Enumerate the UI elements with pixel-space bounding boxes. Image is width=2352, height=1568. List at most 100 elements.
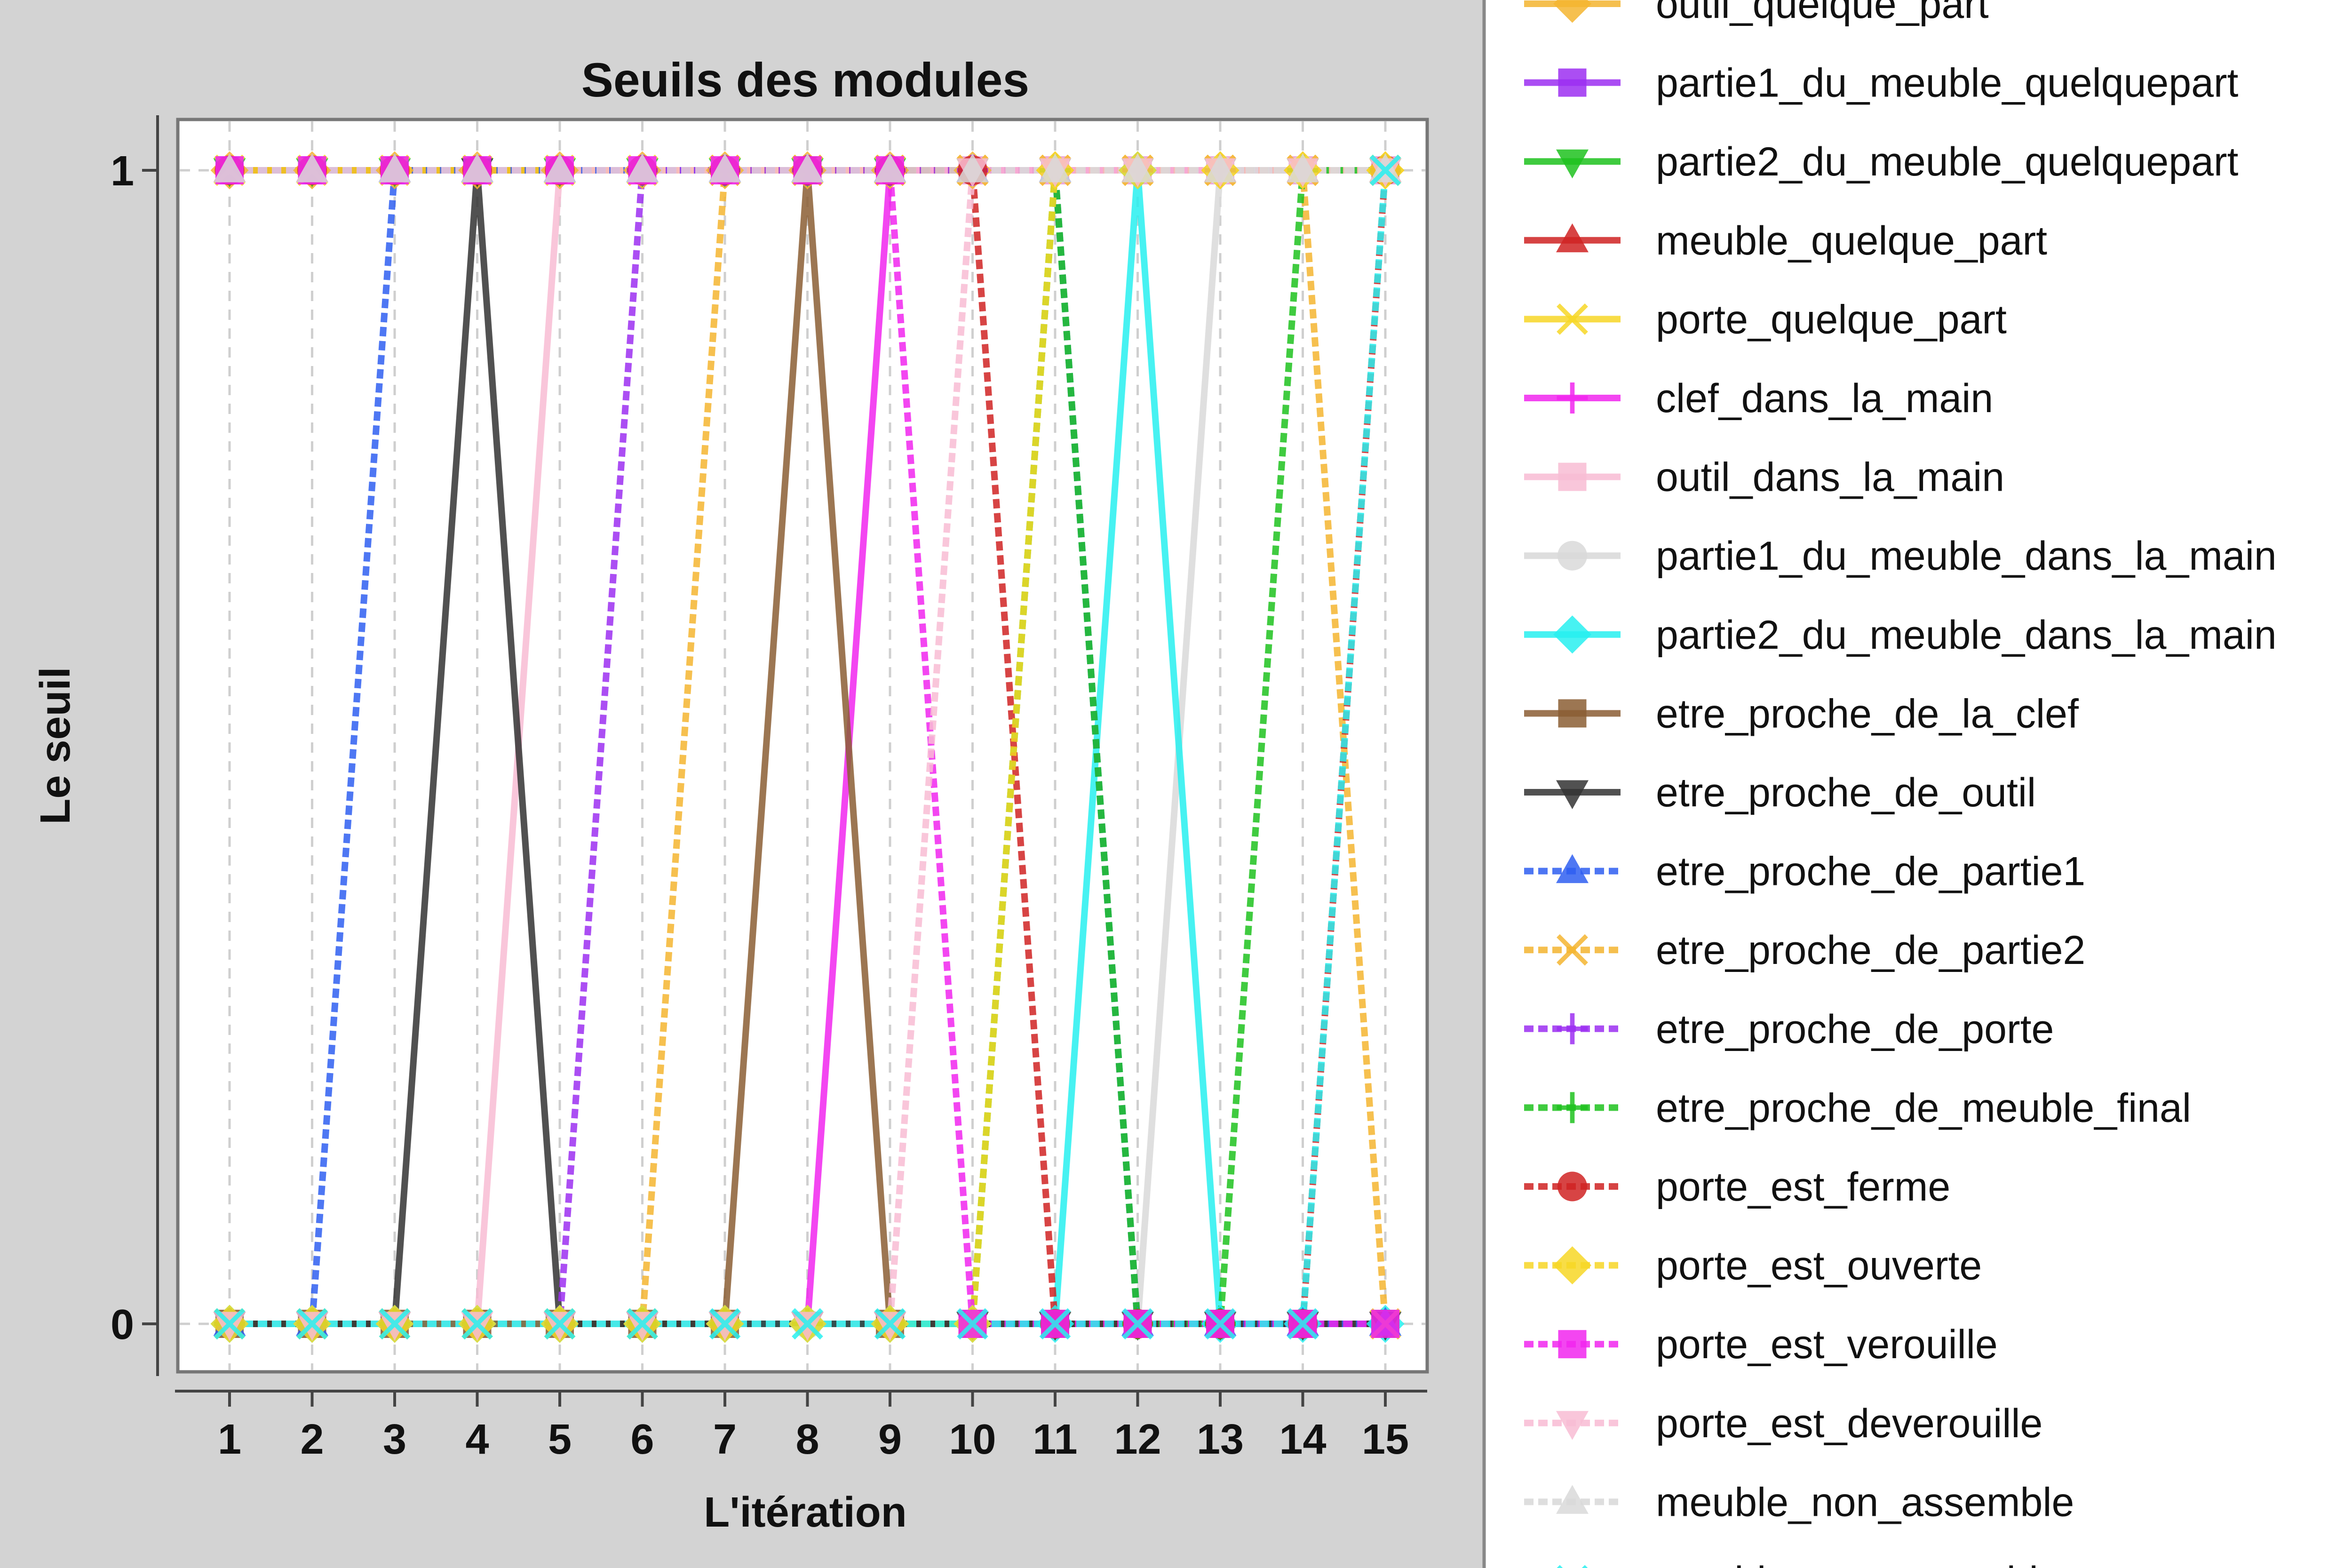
legend-label: porte_est_deverouille: [1656, 1401, 2042, 1446]
legend-marker: [1558, 68, 1587, 97]
data-point: [1122, 1308, 1153, 1340]
legend-item: etre_proche_de_partie2: [1524, 928, 2085, 973]
data-point: [461, 1308, 493, 1340]
data-point: [1369, 154, 1401, 186]
legend-label: meuble_est_assemble: [1656, 1559, 2061, 1568]
legend-label: outil_quelque_part: [1656, 0, 1989, 27]
data-point: [708, 153, 741, 183]
legend-label: porte_quelque_part: [1656, 297, 2007, 342]
x-tick-label: 12: [1114, 1416, 1161, 1463]
legend-label: etre_proche_de_porte: [1656, 1007, 2054, 1052]
data-point: [957, 1308, 988, 1340]
legend-item: porte_est_deverouille: [1524, 1401, 2042, 1446]
x-tick-label: 15: [1362, 1416, 1409, 1463]
data-point: [1039, 1308, 1071, 1340]
legend-item: partie2_du_meuble_quelquepart: [1524, 139, 2239, 184]
legend-marker: [1553, 615, 1591, 654]
legend-item: etre_proche_de_meuble_final: [1524, 1085, 2191, 1130]
legend-item: partie1_du_meuble_dans_la_main: [1524, 533, 2277, 579]
legend-marker: [1558, 462, 1587, 491]
legend-label: etre_proche_de_outil: [1656, 770, 2036, 815]
legend-marker: [1557, 1013, 1588, 1044]
legend-label: porte_est_verouille: [1656, 1322, 1998, 1367]
legend-item: porte_est_verouille: [1524, 1322, 1998, 1367]
legend-item: meuble_quelque_part: [1524, 218, 2047, 263]
axes: 1 2 3 4 5 6 7 8 9 10 11 12 13 14 15 01: [111, 115, 1427, 1463]
data-point: [1204, 1308, 1236, 1340]
legend-item: meuble_non_assemble: [1524, 1480, 2074, 1525]
data-point: [626, 153, 659, 183]
legend-marker: [1557, 934, 1588, 966]
legend-label: etre_proche_de_la_clef: [1656, 691, 2079, 736]
x-tick-label: 3: [383, 1416, 406, 1463]
x-axis-title: L'itération: [704, 1489, 906, 1536]
x-tick-label: 9: [878, 1416, 902, 1463]
legend-label: outil_dans_la_main: [1656, 455, 2004, 500]
legend-item: porte_quelque_part: [1524, 297, 2007, 342]
legend-item: outil_dans_la_main: [1524, 455, 2004, 500]
legend-box: [1482, 0, 2352, 1568]
y-tick-label: 0: [111, 1301, 134, 1348]
data-point: [627, 1308, 658, 1340]
plot-background: [176, 118, 1429, 1374]
data-point: [296, 1308, 328, 1340]
legend-label: partie2_du_meuble_quelquepart: [1656, 139, 2239, 184]
legend-marker: [1557, 303, 1588, 335]
legend-item: clef_dans_la_main: [1524, 376, 1993, 421]
legend-marker: [1557, 541, 1587, 571]
data-point: [296, 153, 328, 183]
legend-item: outil_quelque_part: [1524, 0, 1989, 27]
series-line: [230, 170, 1389, 1327]
data-point: [874, 153, 906, 183]
data-point: [1039, 153, 1072, 183]
legend-marker: [1556, 1485, 1589, 1514]
legend: outil_quelque_part partie1_du_meuble_quel…: [1482, 0, 2352, 1568]
legend-marker: [1556, 1411, 1589, 1440]
plot-area: [176, 118, 1429, 1374]
x-tick-label: 6: [630, 1416, 654, 1463]
legend-marker: [1553, 1246, 1591, 1285]
legend-item: etre_proche_de_la_clef: [1524, 691, 2079, 736]
data-point: [1371, 1310, 1399, 1338]
x-tick-label: 8: [795, 1416, 819, 1463]
y-axis-title: Le seuil: [32, 667, 79, 824]
x-ticks: 1 2 3 4 5 6 7 8 9 10 11 12 13 14 15: [218, 1391, 1409, 1463]
chart-title: Seuils des modules: [581, 53, 1029, 107]
legend-marker: [1558, 699, 1587, 728]
data-point: [1204, 153, 1237, 183]
data-point: [544, 1308, 576, 1340]
x-tick-label: 10: [949, 1416, 996, 1463]
legend-marker: [1556, 854, 1589, 883]
x-tick-label: 1: [218, 1416, 241, 1463]
data-point: [214, 1308, 246, 1340]
data-point: [461, 153, 493, 183]
legend-marker: [1557, 382, 1588, 414]
legend-item: partie1_du_meuble_quelquepart: [1524, 61, 2239, 106]
legend-marker: [1557, 1171, 1587, 1202]
data-point: [378, 153, 411, 183]
legend-item: porte_est_ferme: [1524, 1164, 1950, 1210]
x-tick-label: 7: [713, 1416, 737, 1463]
legend-item: meuble_est_assemble: [1557, 1559, 2061, 1568]
x-tick-label: 13: [1197, 1416, 1244, 1463]
data-point: [874, 1308, 906, 1340]
legend-label: clef_dans_la_main: [1656, 376, 1993, 421]
legend-item: partie2_du_meuble_dans_la_main: [1524, 613, 2277, 658]
legend-item: etre_proche_de_outil: [1524, 770, 2036, 815]
data-point: [379, 1308, 411, 1340]
x-tick-label: 14: [1279, 1416, 1326, 1463]
data-point: [792, 1308, 823, 1340]
data-point: [543, 153, 576, 183]
legend-item: etre_proche_de_porte: [1524, 1007, 2054, 1052]
legend-marker: [1556, 780, 1589, 809]
x-tick-label: 2: [300, 1416, 324, 1463]
y-ticks: 01: [111, 148, 158, 1348]
legend-item: etre_proche_de_partie1: [1524, 849, 2085, 894]
legend-item: porte_est_ouverte: [1524, 1243, 1982, 1289]
data-point: [709, 1308, 741, 1340]
legend-marker: [1558, 1330, 1587, 1359]
legend-marker: [1556, 223, 1589, 253]
data-point: [1287, 1308, 1319, 1340]
x-tick-label: 11: [1033, 1416, 1077, 1463]
